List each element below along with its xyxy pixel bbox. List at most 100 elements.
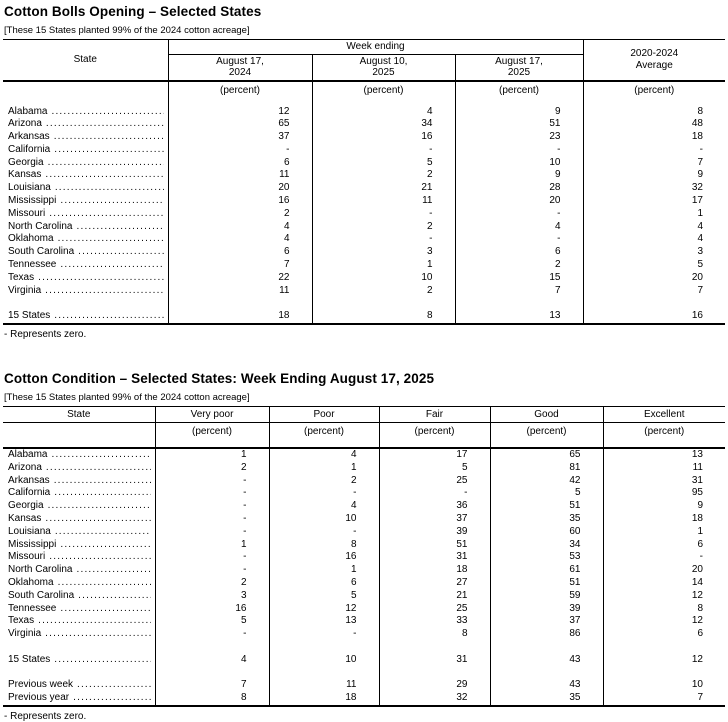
value-cell: 1: [269, 564, 380, 578]
value-cell: 39: [379, 525, 491, 539]
value-cell: 32: [691, 182, 703, 194]
units-cell: (percent): [379, 422, 491, 450]
condition-body: Alabama14176513Arizona2158111Arkansas-22…: [3, 448, 725, 706]
table-row: Virginia11277: [3, 284, 725, 298]
units-cell-empty: [3, 422, 156, 450]
dot-leader: [55, 182, 164, 195]
value-cell: 12: [168, 105, 313, 119]
value-cell: 7: [697, 156, 703, 168]
date-header-line1: August 10,: [359, 55, 408, 67]
units-row: (percent) (percent) (percent) (percent) …: [3, 422, 725, 450]
state-label: North Carolina: [8, 564, 73, 576]
value-cell: 1: [269, 461, 380, 475]
section-gap: [3, 340, 725, 367]
state-label: Virginia: [8, 284, 42, 296]
condition-footnote: - Represents zero.: [4, 710, 87, 722]
units-cell: (percent): [168, 80, 313, 106]
value-cell: 6: [168, 156, 313, 170]
value-cell: 18: [168, 310, 313, 325]
value-cell: 10: [455, 156, 584, 170]
dot-leader: [51, 106, 163, 119]
dot-leader: [38, 615, 150, 628]
dot-leader: [49, 551, 150, 564]
value-cell: 11: [168, 169, 313, 183]
state-cell: Previous week: [3, 679, 156, 693]
dot-leader: [58, 233, 164, 246]
table-row: North Carolina4244: [3, 220, 725, 234]
units-row: (percent) (percent) (percent) (percent): [3, 80, 725, 106]
state-cell: 15 States: [3, 310, 169, 325]
state-label: Arizona: [8, 461, 42, 473]
state-cell: Tennessee: [3, 259, 169, 272]
dot-leader: [60, 195, 163, 208]
value-cell: -: [699, 143, 703, 155]
value-cell: [379, 666, 491, 680]
state-cell: [3, 297, 169, 311]
value-cell: 2: [312, 284, 456, 298]
dot-leader: [60, 539, 150, 552]
condition-column-header-fair: Fair: [379, 406, 491, 424]
state-label: Texas: [8, 271, 35, 283]
date-header-line1: August 17,: [216, 55, 264, 67]
state-label: Arkansas: [8, 131, 50, 143]
value-cell: 25: [379, 602, 491, 616]
value-cell: 53: [490, 551, 604, 565]
state-cell: South Carolina: [3, 589, 156, 603]
value-cell: 14: [691, 577, 703, 589]
value-cell: 18: [379, 564, 491, 578]
value-cell: 13: [455, 310, 584, 325]
value-cell: 34: [312, 118, 456, 132]
value-cell: 51: [490, 577, 604, 590]
state-label: California: [8, 487, 51, 499]
value-cell: -: [269, 525, 380, 539]
value-cell: 5: [312, 156, 456, 170]
value-cell: 1: [697, 525, 703, 537]
state-cell: Arkansas: [3, 131, 169, 144]
state-cell: Alabama: [3, 448, 156, 462]
value-cell: 5: [490, 487, 604, 501]
dot-leader: [49, 208, 163, 221]
value-cell: 6: [168, 246, 313, 260]
value-cell: 3: [312, 246, 456, 260]
state-cell: Arizona: [3, 461, 156, 475]
bolls-opening-note: [These 15 States planted 99% of the 2024…: [4, 25, 250, 36]
value-cell: 20: [168, 182, 313, 196]
state-cell: North Carolina: [3, 564, 156, 578]
state-column-header: State: [3, 406, 156, 424]
state-label: Oklahoma: [8, 233, 54, 245]
value-cell: 4: [269, 500, 380, 514]
value-cell: 2: [312, 169, 456, 183]
state-label: Virginia: [8, 628, 42, 640]
value-cell: 1: [312, 259, 456, 272]
value-cell: 37: [379, 513, 491, 526]
state-label: Georgia: [8, 500, 44, 512]
state-label: Kansas: [8, 169, 42, 181]
state-label: 15 States: [8, 310, 51, 322]
state-cell: Texas: [3, 271, 169, 285]
value-cell: 11: [312, 195, 456, 208]
date-column-header-aug17-2025: August 17, 2025: [455, 54, 584, 82]
value-cell: 4: [168, 233, 313, 247]
state-cell: Missouri: [3, 207, 169, 221]
value-cell: 29: [379, 679, 491, 693]
state-cell: South Carolina: [3, 246, 169, 260]
value-cell: 5: [379, 461, 491, 475]
value-cell: 4: [697, 220, 703, 232]
value-cell: 65: [168, 118, 313, 132]
date-header-line2: 2025: [372, 67, 395, 79]
value-cell: 61: [490, 564, 604, 578]
dot-leader: [54, 131, 164, 144]
dot-leader: [54, 475, 151, 488]
value-cell: 12: [269, 602, 380, 616]
value-cell: 7: [455, 284, 584, 298]
value-cell: 1: [155, 538, 270, 552]
dot-leader: [45, 513, 150, 526]
units-cell: (percent): [155, 422, 270, 450]
